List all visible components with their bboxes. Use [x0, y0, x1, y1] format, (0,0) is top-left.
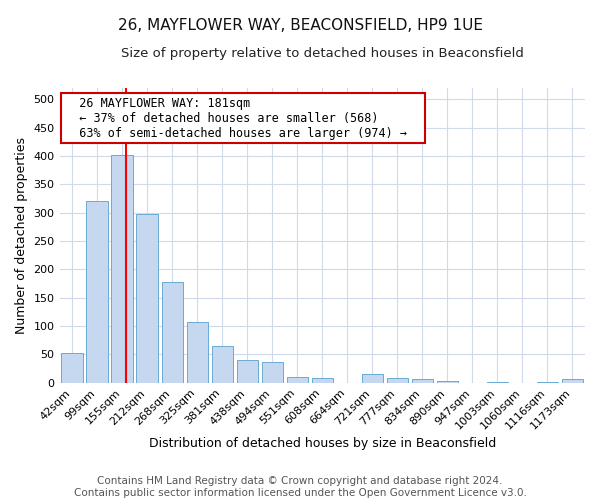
Bar	[86, 202, 108, 383]
Bar	[187, 322, 208, 383]
Text: 26 MAYFLOWER WAY: 181sqm  
  ← 37% of detached houses are smaller (568)  
  63% : 26 MAYFLOWER WAY: 181sqm ← 37% of detach…	[65, 97, 421, 140]
Y-axis label: Number of detached properties: Number of detached properties	[15, 137, 28, 334]
Bar	[537, 382, 558, 383]
X-axis label: Distribution of detached houses by size in Beaconsfield: Distribution of detached houses by size …	[149, 437, 496, 450]
Bar	[412, 380, 433, 383]
Text: 26, MAYFLOWER WAY, BEACONSFIELD, HP9 1UE: 26, MAYFLOWER WAY, BEACONSFIELD, HP9 1UE	[118, 18, 482, 32]
Bar	[161, 282, 183, 383]
Bar	[562, 380, 583, 383]
Bar	[487, 382, 508, 383]
Bar	[262, 362, 283, 383]
Bar	[136, 214, 158, 383]
Text: Contains HM Land Registry data © Crown copyright and database right 2024.
Contai: Contains HM Land Registry data © Crown c…	[74, 476, 526, 498]
Bar	[112, 155, 133, 383]
Bar	[287, 377, 308, 383]
Bar	[61, 353, 83, 383]
Bar	[212, 346, 233, 383]
Bar	[362, 374, 383, 383]
Bar	[387, 378, 408, 383]
Bar	[311, 378, 333, 383]
Bar	[437, 381, 458, 383]
Bar	[236, 360, 258, 383]
Title: Size of property relative to detached houses in Beaconsfield: Size of property relative to detached ho…	[121, 48, 524, 60]
